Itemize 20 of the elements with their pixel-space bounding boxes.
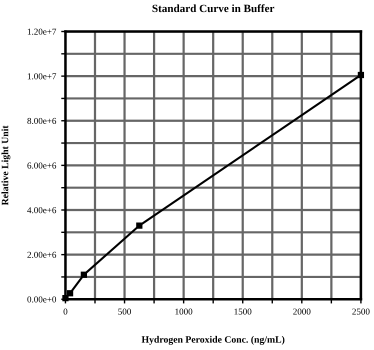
y-tick-label: 2.00e+6 bbox=[27, 252, 56, 258]
x-tick-label: 2000 bbox=[293, 308, 310, 315]
x-tick-label: 1500 bbox=[234, 308, 252, 315]
y-tick-label: 0.00e+0 bbox=[27, 296, 56, 303]
x-tick-label: 0 bbox=[64, 308, 68, 315]
x-axis-title: Hydrogen Peroxide Conc. (ng/mL) bbox=[142, 336, 284, 345]
y-axis-title: Relative Light Unit bbox=[1, 125, 10, 206]
y-tick-label: 1.00e+7 bbox=[28, 73, 56, 80]
point bbox=[66, 290, 74, 296]
point bbox=[358, 72, 364, 78]
point bbox=[136, 222, 142, 229]
x-tick-label: 500 bbox=[118, 308, 131, 315]
x-tick-label: 2500 bbox=[352, 308, 370, 315]
chart-title: Standard Curve in Buffer bbox=[152, 4, 274, 12]
y-tick-label: 1.20e+7 bbox=[28, 28, 56, 35]
y-tick-label: 4.00e+6 bbox=[27, 207, 56, 214]
point bbox=[80, 272, 88, 278]
y-tick-label: 8.00e+6 bbox=[27, 118, 56, 124]
y-tick-label: 6.00e+6 bbox=[27, 162, 56, 169]
x-tick-label: 1000 bbox=[175, 308, 192, 315]
